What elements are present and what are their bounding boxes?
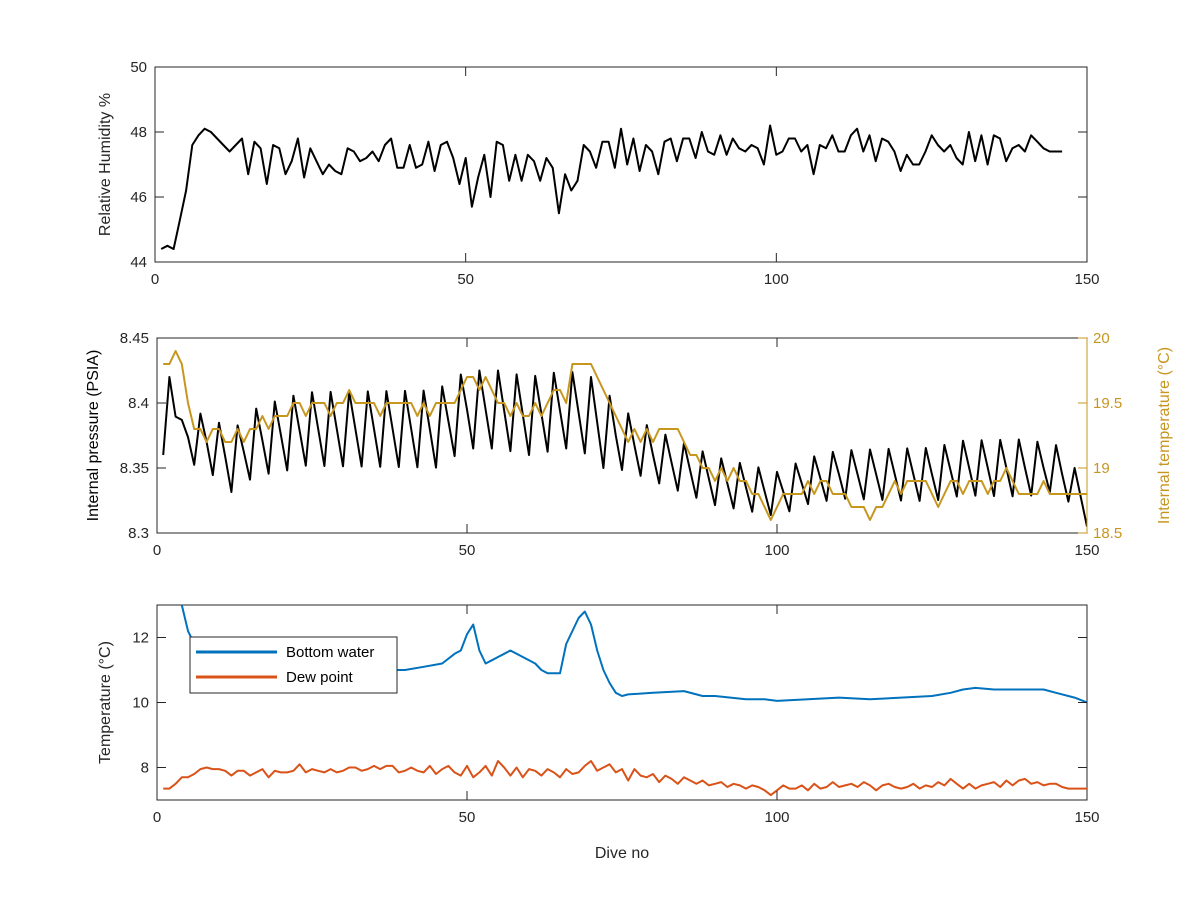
x-tick-label: 0 bbox=[151, 271, 159, 288]
y-right-tick-label: 19.5 bbox=[1093, 395, 1122, 412]
x-tick-label: 0 bbox=[153, 542, 161, 559]
series-line-relative-humidity bbox=[160, 124, 1063, 250]
y-right-tick-label: 18.5 bbox=[1093, 525, 1122, 542]
x-tick-label: 50 bbox=[459, 809, 476, 826]
legend: Bottom water Dew point bbox=[189, 636, 398, 694]
legend-box bbox=[189, 636, 398, 694]
y-axis-label: Relative Humidity % bbox=[97, 93, 114, 236]
x-tick-label: 100 bbox=[764, 809, 789, 826]
y-tick-label: 8.3 bbox=[128, 525, 149, 542]
x-tick-label: 0 bbox=[153, 809, 161, 826]
y-axis-label: Internal pressure (PSIA) bbox=[85, 350, 102, 522]
plot-area bbox=[154, 66, 1088, 263]
series-line-internal-pressure bbox=[162, 369, 1087, 527]
y-tick-label: 8.35 bbox=[120, 460, 149, 477]
x-axis-label: Dive no bbox=[595, 845, 649, 862]
x-tick-label: 150 bbox=[1074, 271, 1099, 288]
series-line-bottom-water bbox=[180, 605, 1087, 704]
series-line-dew-point bbox=[163, 760, 1087, 797]
y-right-tick-label: 20 bbox=[1093, 330, 1110, 347]
x-tick-label: 50 bbox=[457, 271, 474, 288]
y-tick-label: 12 bbox=[132, 630, 149, 647]
y-tick-label: 46 bbox=[130, 189, 147, 206]
pressure-temperature-panel: 0 50 100 150 8.3 8.35 8.4 8.45 18.5 19 19.5 20 Inter… bbox=[85, 330, 1173, 559]
humidity-panel: 0 50 100 150 44 46 48 50 Relative Humidity % bbox=[97, 59, 1100, 288]
y-tick-label: 8 bbox=[141, 760, 149, 777]
y-tick-label: 44 bbox=[130, 254, 147, 271]
y-tick-label: 8.45 bbox=[120, 330, 149, 347]
y-right-tick-label: 19 bbox=[1093, 460, 1110, 477]
temperature-panel: 0 50 100 150 8 10 12 Temperature (°C) Dive no Bot… bbox=[97, 604, 1100, 862]
plot-area bbox=[156, 337, 1088, 534]
y-right-axis-label: Internal temperature (°C) bbox=[1156, 347, 1173, 524]
x-tick-label: 100 bbox=[764, 271, 789, 288]
y-axis-label: Temperature (°C) bbox=[97, 641, 114, 764]
x-tick-label: 100 bbox=[764, 542, 789, 559]
x-tick-label: 150 bbox=[1074, 542, 1099, 559]
y-tick-label: 10 bbox=[132, 695, 149, 712]
y-tick-label: 8.4 bbox=[128, 395, 149, 412]
legend-entry: Dew point bbox=[286, 669, 354, 686]
y-tick-label: 48 bbox=[130, 124, 147, 141]
x-tick-label: 150 bbox=[1074, 809, 1099, 826]
series-line-internal-temperature bbox=[163, 350, 1087, 521]
y-tick-label: 50 bbox=[130, 59, 147, 76]
x-tick-label: 50 bbox=[459, 542, 476, 559]
legend-entry: Bottom water bbox=[286, 644, 374, 661]
